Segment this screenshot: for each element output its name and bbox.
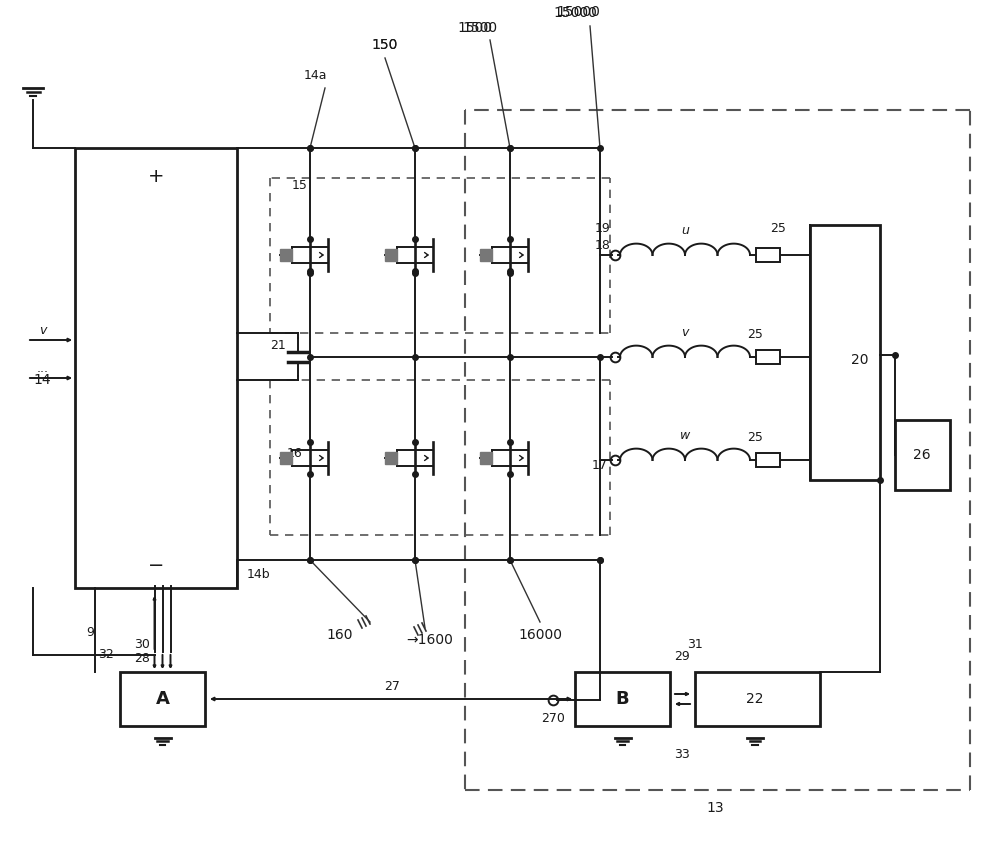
- Text: 26: 26: [913, 448, 931, 462]
- Bar: [385, 452, 397, 464]
- Text: 18: 18: [595, 239, 611, 252]
- Text: 1500: 1500: [457, 21, 493, 35]
- Text: 16: 16: [287, 446, 303, 460]
- Text: 21: 21: [270, 338, 286, 352]
- Text: 160: 160: [327, 628, 353, 642]
- Text: 15: 15: [292, 178, 308, 191]
- Text: 32: 32: [98, 649, 114, 661]
- Bar: [480, 452, 492, 464]
- Text: 27: 27: [384, 679, 400, 693]
- Text: 9: 9: [86, 626, 94, 638]
- Text: 31: 31: [687, 638, 703, 650]
- Text: 28: 28: [134, 651, 150, 665]
- Text: w: w: [680, 428, 690, 441]
- Bar: [280, 452, 292, 464]
- Bar: [75, 148, 237, 588]
- Bar: [575, 672, 670, 726]
- Text: 270: 270: [541, 711, 565, 724]
- Text: 20: 20: [851, 353, 869, 367]
- Text: 29: 29: [674, 650, 690, 664]
- Text: 25: 25: [747, 430, 763, 444]
- Text: v: v: [681, 326, 689, 338]
- Bar: [695, 672, 820, 726]
- Bar: [895, 420, 950, 490]
- Text: 19: 19: [595, 222, 611, 235]
- Text: 16000: 16000: [518, 628, 562, 642]
- Bar: [385, 249, 397, 261]
- Text: 14: 14: [33, 373, 51, 387]
- Text: 25: 25: [747, 327, 763, 341]
- Text: 150: 150: [372, 38, 398, 52]
- Text: 30: 30: [134, 638, 150, 650]
- Bar: [756, 453, 780, 467]
- Text: 150: 150: [372, 38, 398, 52]
- Bar: [480, 249, 492, 261]
- Text: 15000: 15000: [556, 5, 600, 19]
- Text: ...: ...: [37, 361, 49, 375]
- Bar: [120, 672, 205, 726]
- Text: B: B: [616, 690, 629, 708]
- Bar: [280, 249, 292, 261]
- Text: 33: 33: [674, 747, 690, 761]
- Text: 14b: 14b: [246, 569, 270, 581]
- Text: A: A: [156, 690, 169, 708]
- Bar: [756, 248, 780, 262]
- Text: 22: 22: [746, 692, 764, 706]
- Text: 14a: 14a: [303, 69, 327, 82]
- Text: →1600: →1600: [407, 633, 453, 647]
- Text: −: −: [148, 557, 164, 575]
- Text: +: +: [148, 167, 164, 185]
- Text: 25: 25: [770, 222, 786, 235]
- Bar: [756, 350, 780, 364]
- Text: v: v: [39, 324, 47, 337]
- Text: u: u: [681, 224, 689, 236]
- Text: 1500: 1500: [462, 21, 498, 35]
- Text: 15000: 15000: [553, 6, 597, 20]
- Text: 13: 13: [706, 801, 724, 815]
- Bar: [810, 225, 880, 480]
- Text: 17: 17: [592, 458, 608, 472]
